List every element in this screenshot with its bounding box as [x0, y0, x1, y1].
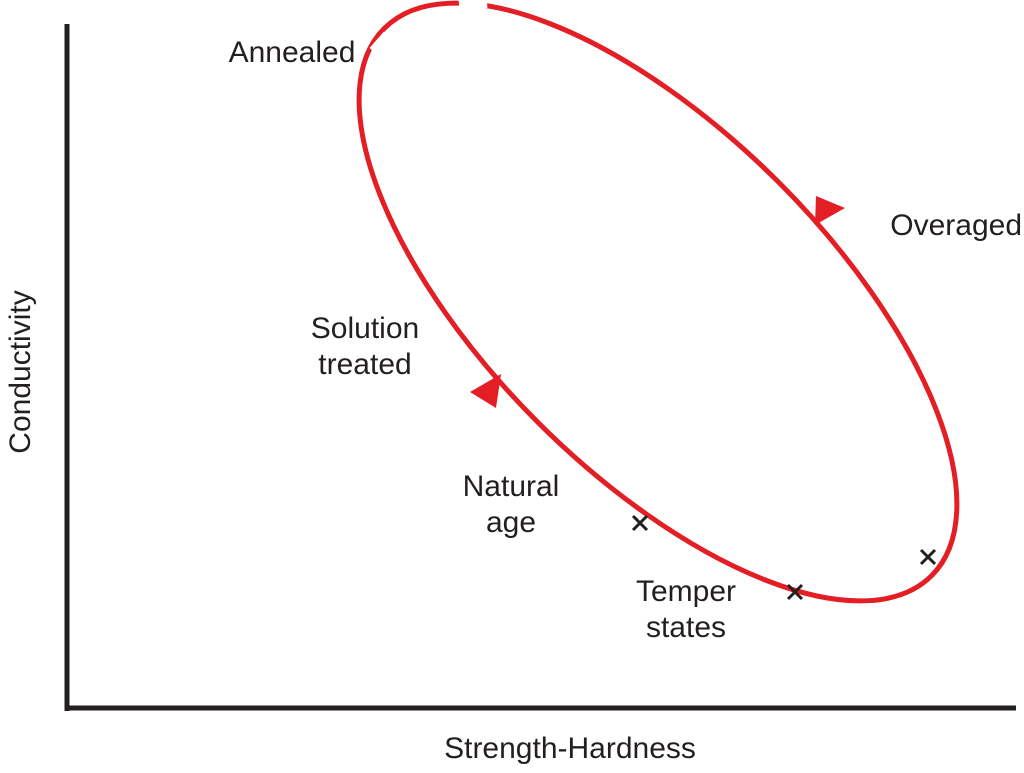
label-states: states [646, 611, 726, 644]
x-marker [786, 583, 804, 601]
gap [458, 0, 488, 10]
label-annealed: Annealed [229, 36, 356, 69]
label-temper: Temper [636, 575, 736, 608]
label-overaged: Overaged [890, 209, 1022, 242]
gap [369, 32, 393, 56]
label-natural: Natural [463, 470, 560, 503]
arrow-up [815, 196, 845, 225]
x-marker [919, 548, 937, 566]
label-treated: treated [318, 348, 411, 381]
temper-markers [631, 514, 937, 601]
x-axis-label: Strength-Hardness [444, 732, 696, 765]
arrow-down [470, 374, 501, 408]
y-axis-label: Conductivity [4, 290, 37, 453]
x-marker [631, 514, 649, 532]
cycle-path [356, 0, 960, 604]
label-solution: Solution [311, 312, 419, 345]
label-age: age [486, 506, 536, 539]
